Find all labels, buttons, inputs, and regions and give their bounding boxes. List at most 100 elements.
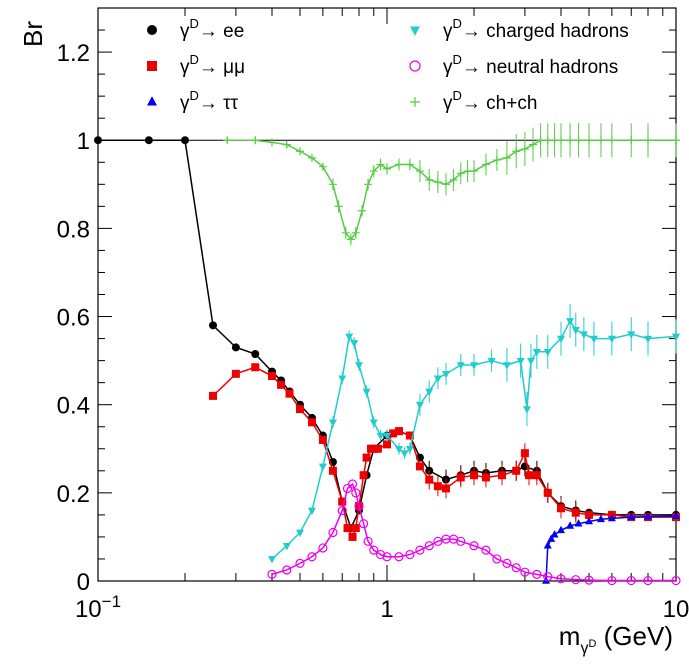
data-point — [481, 545, 491, 555]
data-point — [672, 511, 680, 520]
data-point — [671, 575, 681, 586]
data-point — [394, 445, 403, 454]
series-line — [212, 366, 676, 539]
data-point — [383, 432, 391, 441]
data-point — [543, 488, 552, 497]
data-point — [338, 497, 347, 506]
data-point — [362, 388, 371, 397]
data-point — [362, 453, 371, 462]
data-point — [433, 178, 442, 187]
data-point — [318, 162, 327, 171]
y-tick-label: 1 — [77, 128, 90, 155]
legend-superscript: D — [190, 88, 199, 103]
data-point — [409, 60, 421, 72]
data-point — [502, 153, 511, 162]
data-point — [328, 466, 337, 475]
legend-rest: → ch+ch — [462, 93, 538, 114]
data-point — [373, 444, 382, 453]
series-2 — [542, 511, 680, 584]
data-point — [441, 371, 450, 379]
data-point — [532, 569, 542, 579]
data-point — [556, 504, 565, 513]
data-point — [351, 488, 361, 498]
series-4 — [267, 479, 681, 586]
data-point — [351, 524, 360, 533]
data-point — [351, 228, 360, 237]
data-point — [383, 440, 391, 449]
data-series — [94, 123, 681, 586]
data-point — [328, 527, 338, 538]
data-point — [341, 228, 350, 237]
data-point — [307, 507, 316, 516]
data-point — [296, 405, 305, 414]
data-point — [492, 554, 502, 564]
data-point — [347, 479, 358, 489]
data-point — [424, 541, 434, 551]
data-point — [520, 567, 530, 577]
data-point — [415, 401, 424, 410]
data-point — [376, 160, 385, 169]
data-point — [516, 357, 525, 366]
data-point — [607, 575, 617, 586]
data-point — [456, 536, 466, 546]
data-point — [550, 530, 559, 538]
data-point — [354, 501, 364, 511]
data-point — [556, 525, 565, 534]
data-point — [456, 473, 465, 482]
data-point — [405, 160, 414, 169]
series-0 — [94, 136, 680, 533]
series-line — [545, 515, 677, 582]
y-tick-label: 0.4 — [57, 393, 90, 420]
data-point — [627, 136, 636, 145]
legend-rest: → charged hadrons — [462, 21, 629, 42]
data-point — [267, 569, 277, 579]
legend-label: γD→ charged hadrons — [443, 16, 629, 42]
y-axis-ticks: 0 0.2 0.4 0.6 0.8 1 1.2 — [57, 29, 676, 596]
data-point — [369, 545, 379, 555]
legend-item: γD→ ee — [147, 16, 244, 42]
data-point — [296, 147, 305, 156]
data-point — [346, 235, 355, 244]
data-point — [389, 429, 398, 438]
legend-item: γD→ ch+ch — [410, 88, 537, 114]
x-tick-label: 10 — [663, 596, 689, 623]
data-point — [338, 375, 347, 383]
data-point — [469, 362, 478, 370]
data-point — [522, 406, 531, 414]
x-title-m: m — [559, 621, 581, 651]
data-point — [571, 508, 580, 517]
data-point — [525, 471, 534, 480]
data-point — [556, 335, 565, 344]
x-tick-label-base: 10 — [75, 596, 102, 623]
data-point — [502, 558, 512, 568]
data-point — [502, 362, 511, 370]
data-point — [282, 565, 292, 575]
data-point — [511, 563, 521, 573]
data-point — [543, 136, 552, 145]
data-point — [358, 206, 367, 215]
data-point — [223, 136, 232, 145]
data-point — [643, 136, 652, 145]
data-point — [643, 335, 652, 344]
data-point — [415, 545, 425, 555]
x-title-units: (GeV) — [596, 621, 673, 651]
legend-superscript: D — [453, 52, 462, 67]
data-point — [231, 343, 240, 352]
data-point — [425, 175, 434, 184]
data-point — [394, 160, 403, 169]
data-point — [415, 167, 424, 176]
data-point — [566, 136, 575, 145]
data-point — [147, 96, 157, 106]
data-point — [282, 542, 291, 551]
data-point — [307, 418, 316, 427]
data-point — [433, 536, 443, 546]
data-point — [512, 147, 521, 156]
legend-item: γD→ ττ — [147, 88, 239, 114]
data-point — [369, 444, 378, 453]
data-point — [400, 450, 409, 458]
legend-symbol: γ — [443, 57, 453, 78]
data-point — [584, 575, 594, 585]
legend-symbol: γ — [443, 93, 453, 114]
data-point — [566, 521, 575, 529]
